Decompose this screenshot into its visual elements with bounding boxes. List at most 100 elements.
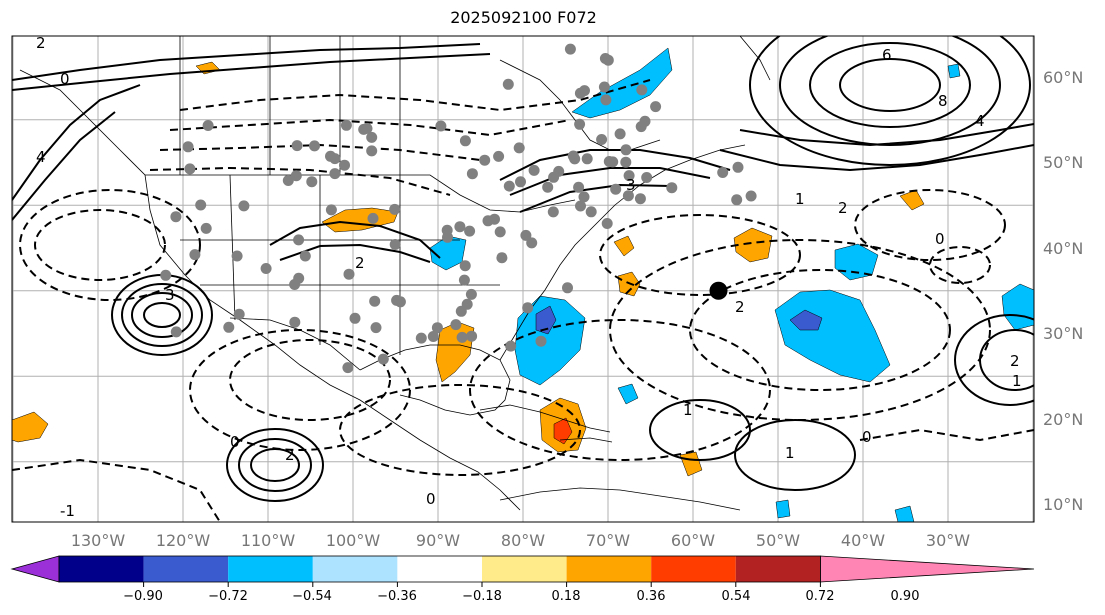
station-dot xyxy=(575,200,586,212)
station-dot xyxy=(520,229,532,241)
contour-dashed-atlantic-2 xyxy=(689,269,951,391)
station-dot xyxy=(182,141,194,153)
station-dot xyxy=(293,272,305,284)
station-dot xyxy=(195,199,207,211)
map-title: 2025092100 F072 xyxy=(450,8,597,27)
station-dot xyxy=(732,161,744,173)
contour-label: 2 xyxy=(735,298,745,316)
station-dot xyxy=(366,145,378,157)
station-dot xyxy=(482,215,494,227)
station-dot xyxy=(636,84,648,96)
station-dot xyxy=(455,305,467,317)
station-dot xyxy=(600,94,612,106)
fill-caribbean-core xyxy=(553,417,573,445)
fill-small-negative-1 xyxy=(617,383,639,405)
station-dot xyxy=(299,250,311,262)
lon-label: 30°W xyxy=(926,531,970,550)
station-dot xyxy=(526,237,538,249)
station-dot xyxy=(458,274,470,286)
contour-label: 4 xyxy=(975,112,985,130)
station-dot xyxy=(717,167,729,178)
contour-greenland-high-4 xyxy=(839,58,941,112)
station-dot xyxy=(564,43,576,55)
station-dot xyxy=(369,295,381,307)
station-dot xyxy=(494,226,506,238)
colorbar-segment xyxy=(651,556,736,582)
station-dot xyxy=(427,331,439,342)
station-dot xyxy=(349,312,361,324)
colorbar-segment xyxy=(312,556,398,582)
lon-label: 120°W xyxy=(156,531,211,550)
lon-label: 50°W xyxy=(756,531,800,550)
fill-atlantic-mid-core xyxy=(789,309,823,331)
station-dot xyxy=(200,222,212,234)
station-dot xyxy=(547,206,559,218)
contour-label: 1 xyxy=(683,401,693,419)
latitude-labels: 60°N 50°N 40°N 30°N 20°N 10°N xyxy=(1043,68,1083,514)
map-frame xyxy=(11,35,1035,523)
station-dot xyxy=(329,153,341,165)
station-dot xyxy=(466,330,478,342)
contour-mid-atlantic-1 xyxy=(649,399,751,461)
station-dot xyxy=(282,175,294,186)
contour-label: 2 xyxy=(1010,352,1020,370)
station-dot xyxy=(574,118,586,130)
contour-dashed-atlantic-3 xyxy=(599,214,801,296)
lat-label: 10°N xyxy=(1043,495,1083,514)
station-dot xyxy=(340,119,352,131)
station-dot xyxy=(535,335,547,347)
station-dot xyxy=(622,190,634,202)
station-dot xyxy=(569,153,581,165)
station-dot xyxy=(641,172,653,183)
fill-newfoundland-negative xyxy=(571,47,673,119)
contour-dashed-gulf xyxy=(339,384,581,476)
station-dot xyxy=(342,362,354,374)
fill-east-positive-3 xyxy=(613,235,635,257)
station-dot xyxy=(574,87,586,99)
colorbar-label: 0.18 xyxy=(552,589,581,604)
colorbar-label: 0.72 xyxy=(806,589,835,604)
station-dot xyxy=(450,319,462,331)
lon-label: 80°W xyxy=(501,531,545,550)
lat-label: 40°N xyxy=(1043,239,1083,258)
coast-south-america xyxy=(499,487,741,511)
border-us-canada xyxy=(145,174,576,213)
station-dot xyxy=(454,221,466,233)
contour-us-trough-1 xyxy=(269,220,441,259)
lat-label: 60°N xyxy=(1043,68,1083,87)
fill-atlantic-coast-core xyxy=(535,305,557,335)
contour-greenland-high-1 xyxy=(749,36,1031,166)
contour-dashed-north-4 xyxy=(149,166,451,196)
station-dot xyxy=(465,288,477,300)
lon-label: 70°W xyxy=(586,531,630,550)
contour-label: 1 xyxy=(795,190,805,208)
colorbar-frame xyxy=(58,555,821,583)
fill-atlantic-coast-negative xyxy=(514,295,586,386)
station-dot xyxy=(502,78,514,90)
station-dot xyxy=(170,211,182,223)
station-dot xyxy=(339,159,350,171)
station-dot xyxy=(496,252,508,264)
colorbar-label: −0.90 xyxy=(123,589,163,604)
fill-us-north-positive xyxy=(321,207,399,233)
contour-label: 3 xyxy=(626,176,636,194)
contour-north-jet-2 xyxy=(12,53,491,91)
station-dot xyxy=(578,191,590,203)
contour-dashed-north-3 xyxy=(159,143,481,161)
fill-pacific-positive xyxy=(12,411,49,443)
contour-pacific-high-2 xyxy=(121,283,203,347)
station-dot xyxy=(377,353,389,365)
station-dot xyxy=(184,163,196,175)
station-dot xyxy=(415,332,427,344)
contour-label: 0 xyxy=(426,490,436,508)
longitude-labels: 130°W 120°W 110°W 100°W 90°W 80°W 70°W 6… xyxy=(71,531,970,550)
contour-east-canada-1 xyxy=(499,149,731,181)
station-dot xyxy=(503,180,515,192)
station-dot xyxy=(343,268,355,280)
contour-dashed-north-2 xyxy=(169,118,571,137)
station-dot xyxy=(289,316,301,328)
station-dot xyxy=(464,225,476,237)
station-dot xyxy=(367,212,379,224)
station-dot xyxy=(635,121,647,133)
